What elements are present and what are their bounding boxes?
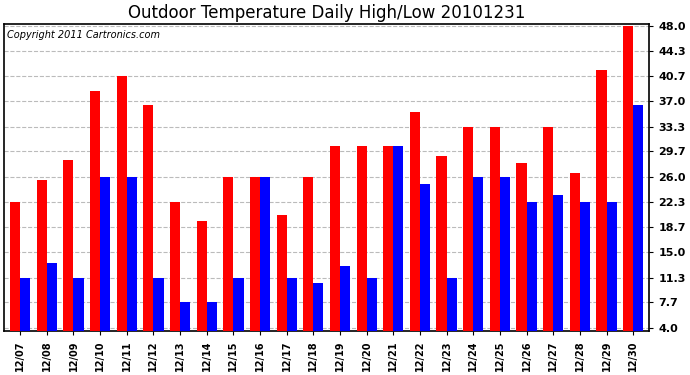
Bar bbox=[63, 160, 73, 355]
Bar bbox=[250, 177, 260, 355]
Bar bbox=[73, 278, 83, 355]
Bar bbox=[570, 173, 580, 355]
Bar bbox=[366, 278, 377, 355]
Bar bbox=[37, 180, 47, 355]
Bar bbox=[596, 70, 607, 355]
Bar bbox=[516, 163, 526, 355]
Bar bbox=[286, 278, 297, 355]
Bar bbox=[90, 91, 100, 355]
Bar bbox=[500, 177, 510, 355]
Bar bbox=[117, 76, 127, 355]
Bar bbox=[330, 146, 340, 355]
Bar bbox=[420, 184, 430, 355]
Text: Copyright 2011 Cartronics.com: Copyright 2011 Cartronics.com bbox=[8, 30, 160, 40]
Bar bbox=[357, 146, 366, 355]
Bar bbox=[47, 262, 57, 355]
Bar bbox=[607, 202, 617, 355]
Bar bbox=[170, 202, 180, 355]
Bar bbox=[580, 202, 590, 355]
Bar bbox=[207, 302, 217, 355]
Bar bbox=[100, 177, 110, 355]
Bar bbox=[490, 127, 500, 355]
Bar bbox=[553, 195, 563, 355]
Bar bbox=[313, 283, 324, 355]
Bar bbox=[144, 105, 153, 355]
Bar bbox=[127, 177, 137, 355]
Bar bbox=[277, 214, 286, 355]
Bar bbox=[20, 278, 30, 355]
Bar bbox=[340, 266, 350, 355]
Bar bbox=[633, 105, 643, 355]
Bar bbox=[410, 112, 420, 355]
Bar bbox=[383, 146, 393, 355]
Bar bbox=[197, 221, 207, 355]
Bar bbox=[303, 177, 313, 355]
Bar bbox=[180, 302, 190, 355]
Bar bbox=[437, 156, 446, 355]
Bar bbox=[10, 202, 20, 355]
Bar bbox=[393, 146, 404, 355]
Bar bbox=[526, 202, 537, 355]
Bar bbox=[473, 177, 484, 355]
Bar bbox=[260, 177, 270, 355]
Bar bbox=[623, 26, 633, 355]
Bar bbox=[224, 177, 233, 355]
Bar bbox=[233, 278, 244, 355]
Bar bbox=[153, 278, 164, 355]
Bar bbox=[543, 127, 553, 355]
Bar bbox=[463, 127, 473, 355]
Bar bbox=[446, 278, 457, 355]
Title: Outdoor Temperature Daily High/Low 20101231: Outdoor Temperature Daily High/Low 20101… bbox=[128, 4, 525, 22]
